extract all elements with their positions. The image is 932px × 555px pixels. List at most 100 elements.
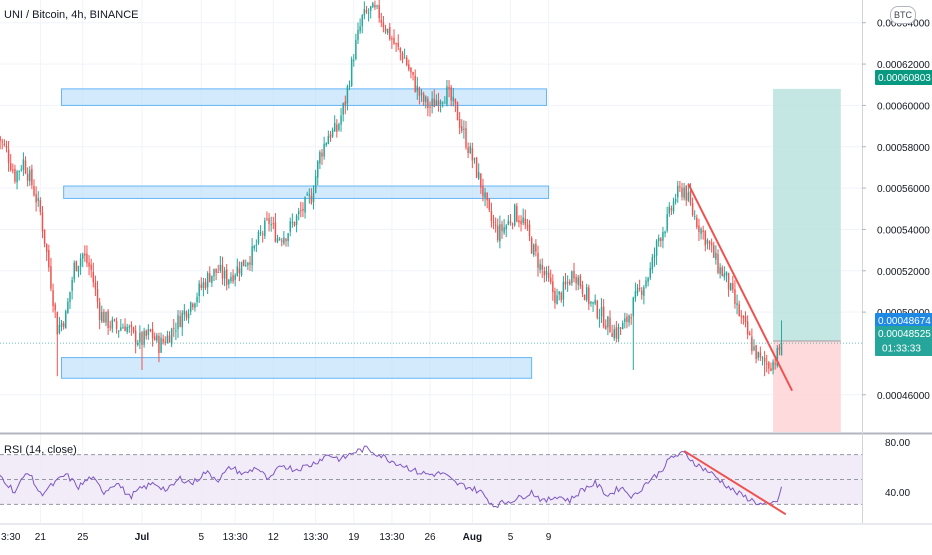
candle-body <box>660 238 662 241</box>
candle-body <box>562 281 565 300</box>
candle-down <box>475 156 478 179</box>
symbol-legend[interactable]: UNI / Bitcoin, 4h, BINANCE <box>4 9 139 21</box>
time-tick-label: 26 <box>424 532 436 543</box>
candle-down <box>272 216 275 230</box>
candle-down <box>740 310 743 324</box>
candle-body <box>113 319 116 321</box>
candle-down <box>410 67 412 79</box>
candle-down <box>543 266 546 283</box>
candle-body <box>736 303 738 306</box>
candle-up <box>452 87 455 107</box>
candle-body <box>331 129 334 137</box>
candle-up <box>270 216 272 232</box>
candle-down <box>408 59 410 72</box>
candle-body <box>16 171 18 183</box>
candle-down <box>569 279 571 286</box>
candle-body <box>592 302 594 304</box>
time-tick-label: 5 <box>508 532 514 543</box>
candle-body <box>128 326 131 328</box>
candle-up <box>308 188 311 204</box>
candle-up <box>600 298 603 323</box>
candle-down <box>560 291 563 303</box>
candle-body <box>285 238 287 242</box>
currency-badge[interactable]: BTC <box>890 6 916 24</box>
candle-down <box>380 12 383 28</box>
candle-body <box>67 301 69 313</box>
candle-body <box>598 317 601 319</box>
candle-body <box>465 127 467 148</box>
price-badge-bg <box>875 70 932 85</box>
candle-body <box>554 290 556 303</box>
candle-down <box>630 313 632 325</box>
candle-body <box>541 265 543 270</box>
candle-up <box>206 271 209 294</box>
candle-body <box>134 330 137 345</box>
candle-up <box>577 274 579 291</box>
candle-body <box>749 333 751 336</box>
candle-body <box>181 312 183 328</box>
candle-body <box>376 5 378 7</box>
candle-body <box>488 199 491 210</box>
candle-down <box>124 318 126 332</box>
price-badge-bg <box>875 326 932 356</box>
candle-body <box>289 221 291 232</box>
candle-up <box>128 324 131 333</box>
candle-body <box>744 316 747 323</box>
candle-up <box>706 238 709 250</box>
candle-up <box>674 193 677 205</box>
candle-body <box>422 93 425 103</box>
candle-down <box>751 328 753 355</box>
candle-body <box>353 60 355 62</box>
candle-body <box>732 283 734 290</box>
candle-up <box>653 247 656 267</box>
candle-down <box>713 241 715 258</box>
candle-up <box>363 1 366 20</box>
candle-body <box>588 287 590 305</box>
candle-body <box>484 192 486 198</box>
candle-body <box>458 119 461 128</box>
candle-up <box>672 197 675 215</box>
candle-body <box>346 86 349 104</box>
candle-up <box>211 275 213 287</box>
candle-body <box>634 291 637 299</box>
candle-down <box>293 221 296 227</box>
candle-down <box>581 280 584 298</box>
candle-body <box>632 297 635 317</box>
candle-down <box>109 320 111 332</box>
candle-down <box>698 218 700 242</box>
candle-up <box>77 265 80 278</box>
candle-down <box>378 0 380 23</box>
candle-up <box>170 327 173 348</box>
candle-body <box>50 266 52 289</box>
candle-body <box>651 257 654 270</box>
candle-up <box>340 108 342 132</box>
candle-down <box>52 283 54 313</box>
candle-body <box>416 85 419 92</box>
candle-body <box>706 239 709 244</box>
candle-body <box>132 327 135 332</box>
candle-up <box>348 80 351 91</box>
candle-down <box>480 173 482 194</box>
candle-body <box>365 10 368 13</box>
candle-down <box>427 96 429 117</box>
candle-body <box>414 75 416 92</box>
candle-body <box>738 304 740 316</box>
time-tick-label: 19 <box>348 532 360 543</box>
candle-down <box>221 256 224 285</box>
candle-down <box>454 98 457 113</box>
candle-up <box>323 136 325 160</box>
candle-body <box>196 296 198 303</box>
candle-body <box>729 283 732 291</box>
candle-body <box>433 98 435 108</box>
candle-up <box>18 170 20 181</box>
candle-body <box>304 197 306 213</box>
candle-body <box>321 152 323 157</box>
candle-up <box>369 5 372 19</box>
candle-up <box>156 332 158 343</box>
candle-body <box>668 206 671 214</box>
candle-body <box>755 345 757 360</box>
rsi-legend[interactable]: RSI (14, close) <box>4 444 77 456</box>
candle-down <box>302 202 304 218</box>
